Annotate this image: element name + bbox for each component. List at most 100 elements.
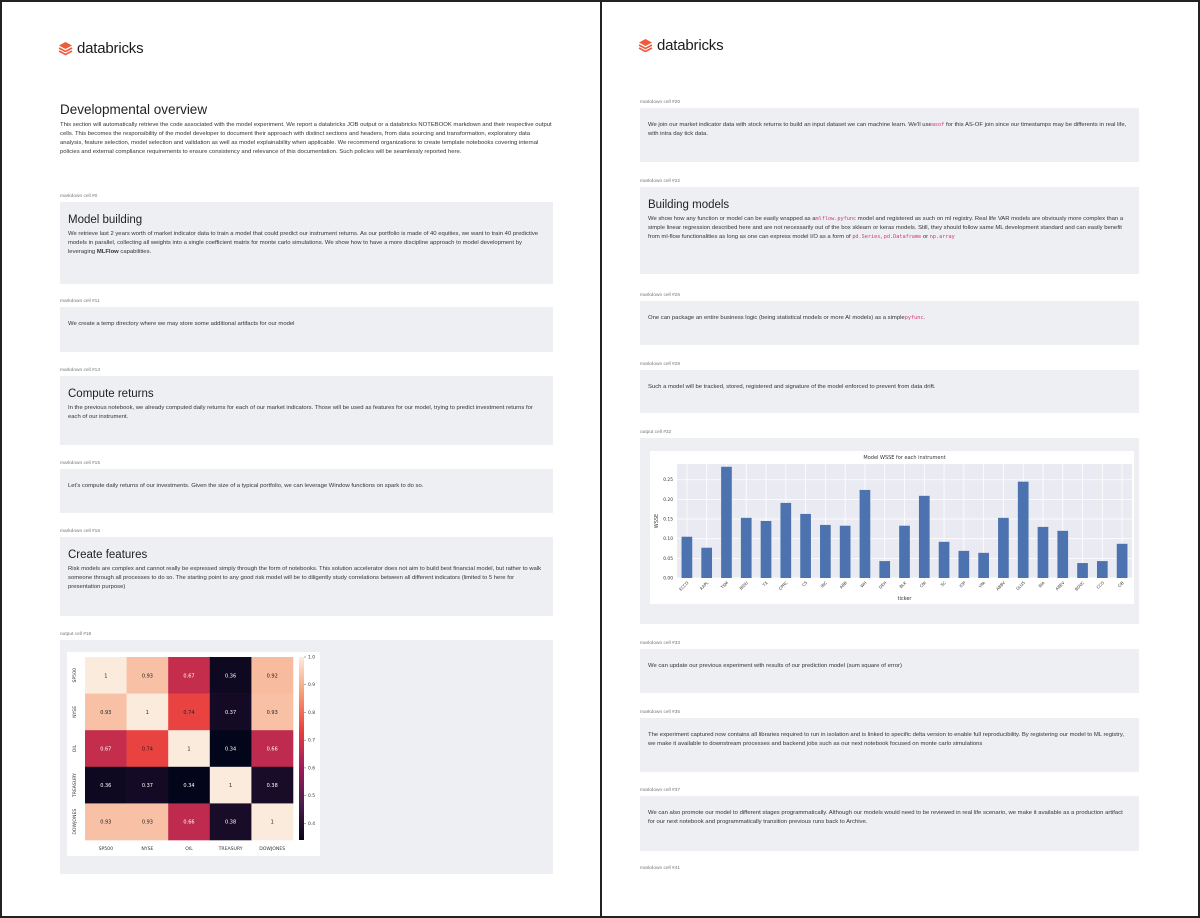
bar — [839, 525, 851, 578]
cell-text: We show how any function or model can be… — [648, 215, 1131, 242]
text-run: Risk models are complex and cannot reall… — [68, 566, 542, 591]
bar — [899, 525, 910, 578]
cell-value: 1 — [104, 673, 107, 679]
cell-value: 0.66 — [183, 820, 194, 826]
cell-text: Risk models are complex and cannot reall… — [68, 565, 545, 592]
page: databricks markdown cell #20 We join our m… — [602, 2, 1198, 916]
text-run: or — [921, 234, 930, 241]
cell-label: markdown cell #13 — [60, 368, 100, 373]
cell-value: 0.38 — [267, 783, 278, 789]
colorbar — [299, 657, 304, 840]
x-tick-label: INC — [820, 580, 829, 589]
cell-label: output cell #18 — [60, 632, 92, 637]
cell-text: We can also promote our model to differe… — [648, 809, 1131, 827]
x-tick-label: CPRC — [777, 580, 788, 591]
x-tick-label: DEH — [878, 580, 888, 590]
cell-text: In the previous notebook, we already com… — [68, 404, 545, 422]
bar — [760, 521, 772, 578]
bar — [740, 517, 752, 578]
inline-code: pd.Dataframe — [883, 234, 922, 241]
colorbar-tick-label: 0.9 — [308, 682, 315, 688]
heatmap-cell — [85, 657, 127, 694]
cell-value: 0.67 — [183, 673, 194, 679]
cell-label: markdown cell #26 — [640, 293, 680, 298]
intro-text: This section will automatically retrieve… — [60, 122, 552, 155]
cell: One can package an entire business logic… — [640, 301, 1139, 345]
cell-value: 0.74 — [183, 710, 194, 716]
heatmap-cell — [251, 693, 294, 731]
bar — [721, 466, 732, 578]
bar — [1096, 561, 1108, 578]
colorbar-tick-label: 0.6 — [308, 765, 315, 771]
cell-value: 0.93 — [142, 820, 153, 826]
x-tick-label: BIDU — [738, 580, 749, 591]
bar — [918, 495, 930, 578]
cell-value: 0.67 — [100, 747, 111, 753]
heatmap-cell — [85, 693, 127, 731]
x-tick-label: BLK — [898, 580, 907, 589]
text-run: We can also promote our model to differe… — [648, 810, 1123, 826]
text-run: We create a temp directory where we may … — [68, 321, 295, 327]
x-tick-label: TSM — [719, 580, 730, 591]
bold-text: MLFlow — [96, 249, 119, 256]
inline-code: asof — [931, 122, 945, 128]
cell: We can also promote our model to differe… — [640, 796, 1139, 851]
inline-code: np.array — [929, 234, 955, 241]
heatmap-cell — [126, 730, 169, 768]
inline-code: mlflow.pyfunc — [815, 216, 857, 222]
y-tick-label: DOWJONES — [72, 809, 78, 835]
y-axis-title: WSSE — [654, 514, 660, 528]
cell-label: markdown cell #16 — [60, 529, 100, 534]
bar — [681, 536, 693, 578]
x-tick-label: CS — [801, 580, 809, 588]
cell-text: Let's compute daily returns of our inves… — [68, 482, 545, 491]
cell-value: 1 — [187, 747, 190, 753]
logo-text: databricks — [77, 40, 144, 57]
cell-label: markdown cell #28 — [640, 362, 680, 367]
page: databricks Developmental overview This sec… — [2, 2, 602, 916]
cell-heading: Model building — [68, 214, 143, 226]
cell: The experiment captured now contains all… — [640, 718, 1139, 772]
bar — [820, 524, 831, 578]
x-tick-label: TX — [761, 580, 769, 588]
chart-title: Model WSSE for each instrument — [863, 455, 945, 461]
heatmap-cell — [126, 657, 169, 694]
cell-value: 0.93 — [142, 673, 153, 679]
x-tick-label: ABEV — [1054, 580, 1065, 591]
x-tick-label: NYSE — [141, 846, 153, 852]
cell-value: 1 — [229, 783, 232, 789]
x-tick-label: DOWJONES — [259, 846, 285, 852]
y-tick-label: 0.20 — [663, 497, 673, 503]
y-tick-label: 0.05 — [663, 556, 673, 562]
bar — [938, 541, 950, 578]
bar — [958, 550, 970, 578]
cell-text: We can update our previous experiment wi… — [648, 662, 1131, 671]
cell-text: One can package an entire business logic… — [648, 314, 1131, 323]
cell-text: We join our market indicator data with s… — [648, 121, 1131, 139]
cell-label: markdown cell #15 — [60, 461, 100, 466]
inline-code: pyfunc — [904, 315, 924, 321]
cell-value: 0.37 — [142, 783, 153, 789]
cell-value: 0.93 — [100, 710, 111, 716]
y-tick-label: 0.25 — [663, 477, 673, 483]
cell-label: markdown cell #0 — [60, 194, 98, 199]
heatmap-cell — [85, 803, 127, 841]
text-run: In the previous notebook, we already com… — [68, 405, 533, 421]
bar — [1017, 481, 1029, 578]
heatmap-cell — [251, 657, 294, 694]
y-tick-label: TREASURY — [72, 773, 78, 798]
cell-label: markdown cell #20 — [640, 100, 680, 105]
heatmap-cell — [209, 693, 252, 731]
bar — [800, 513, 811, 578]
cell: Building models We show how any function … — [640, 187, 1139, 274]
x-tick-label: BDVC — [1074, 580, 1086, 592]
cell: We can update our previous experiment wi… — [640, 649, 1139, 693]
heatmap-cell — [85, 766, 127, 804]
y-tick-label: 0.15 — [663, 517, 673, 523]
cell-value: 1 — [146, 710, 149, 716]
colorbar-tick-label: 1.0 — [308, 655, 315, 661]
cell-text: We create a temp directory where we may … — [68, 320, 545, 329]
heatmap-cell — [209, 803, 252, 841]
cell-value: 0.37 — [225, 710, 236, 716]
